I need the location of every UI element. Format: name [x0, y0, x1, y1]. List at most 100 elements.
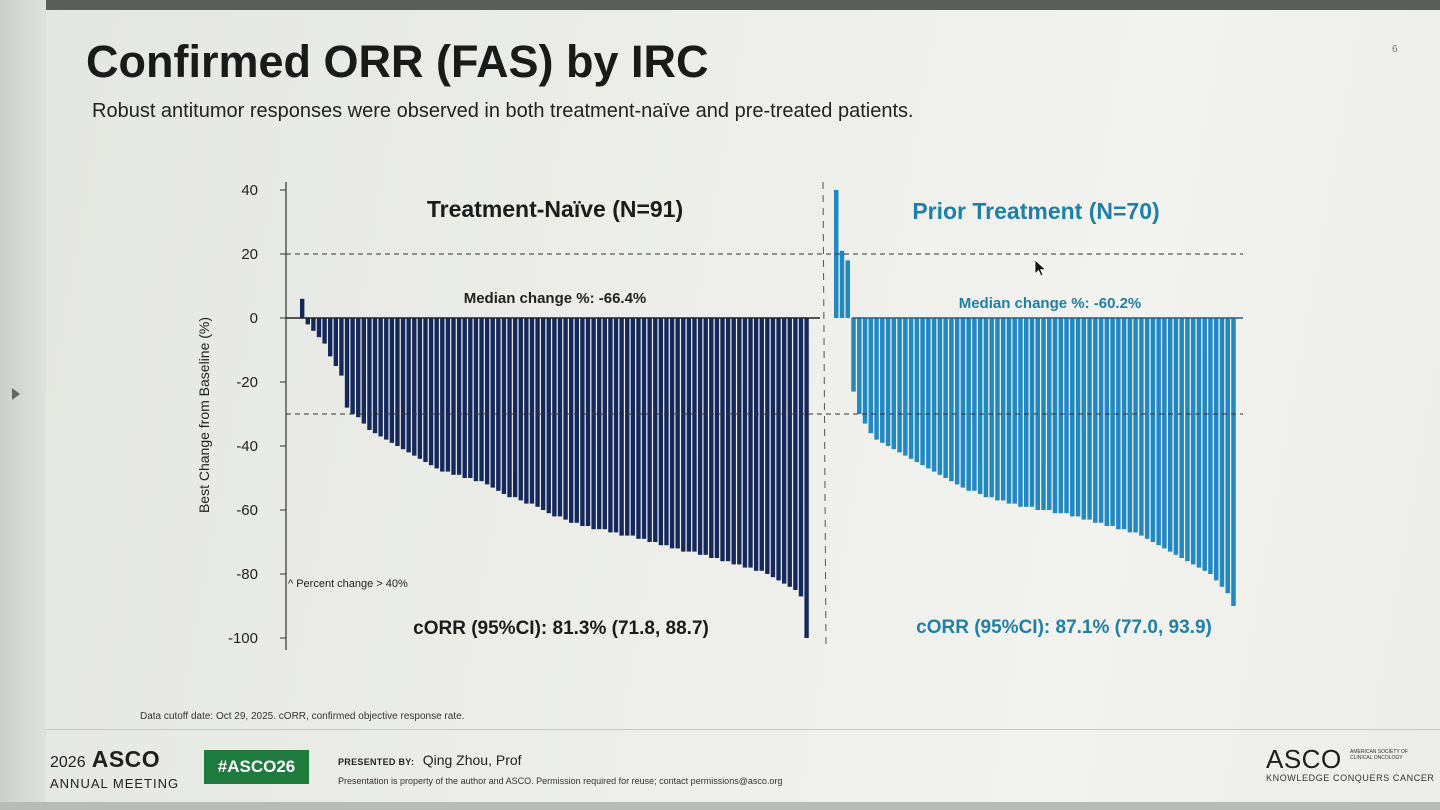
meeting-year: 2026 — [50, 754, 86, 771]
bar-prior — [972, 318, 977, 491]
bar-prior — [1018, 318, 1023, 507]
bar-naive — [697, 318, 703, 555]
bar-naive — [731, 318, 736, 565]
bar-naive — [490, 318, 495, 488]
bar-naive — [406, 318, 411, 453]
bar-prior — [880, 318, 885, 443]
bar-naive — [563, 318, 568, 520]
bar-naive — [686, 318, 692, 552]
bar-naive — [781, 318, 787, 584]
y-axis-label: Best Change from Baseline (%) — [196, 317, 212, 513]
bar-naive — [720, 318, 725, 562]
bar-naive — [468, 318, 473, 478]
bar-naive — [585, 318, 591, 526]
bar-naive — [703, 318, 708, 555]
footnote: Data cutoff date: Oct 29, 2025. cORR, co… — [140, 711, 465, 722]
bar-naive — [361, 318, 367, 424]
y-tick-label: 20 — [241, 246, 258, 263]
median-label-naive: Median change %: -66.4% — [464, 290, 647, 307]
bar-naive — [339, 318, 344, 376]
y-tick-label: -60 — [236, 502, 258, 519]
bar-prior — [1047, 318, 1052, 510]
bar-prior — [862, 318, 868, 424]
bar-prior — [1087, 318, 1092, 520]
bar-naive — [316, 318, 322, 338]
bar-prior — [908, 318, 914, 459]
slide-nav-arrow-icon[interactable] — [12, 388, 20, 400]
bar-naive — [524, 318, 529, 504]
hashtag-badge: #ASCO26 — [204, 750, 309, 784]
bar-naive — [507, 318, 512, 498]
bar-naive — [653, 318, 658, 542]
bar-naive — [608, 318, 613, 533]
bar-naive — [445, 318, 451, 472]
bar-naive — [372, 318, 378, 434]
presenter-name: Qing Zhou, Prof — [422, 752, 522, 768]
bar-prior — [931, 318, 937, 472]
bar-prior — [943, 318, 948, 478]
bar-prior — [1000, 318, 1006, 501]
bar-prior — [1121, 318, 1127, 530]
bar-naive — [328, 318, 333, 357]
bar-naive — [546, 318, 551, 514]
bar-prior — [1208, 318, 1213, 574]
bar-naive — [793, 318, 798, 590]
bar-prior — [1075, 318, 1081, 517]
bar-naive — [681, 318, 686, 552]
bar-naive — [669, 318, 675, 549]
bar-prior — [1104, 318, 1110, 526]
bar-prior — [1167, 318, 1173, 552]
bar-naive — [479, 318, 484, 482]
bar-naive — [597, 318, 602, 530]
bar-prior — [1196, 318, 1202, 568]
bar-prior — [1190, 318, 1196, 565]
bar-prior — [1058, 318, 1064, 514]
bar-naive — [658, 318, 664, 546]
bar-prior — [1156, 318, 1161, 546]
bar-naive — [804, 318, 809, 638]
bar-prior — [949, 318, 954, 482]
bar-naive — [512, 318, 518, 498]
bar-naive — [300, 298, 305, 318]
bar-prior — [857, 318, 862, 414]
bar-naive — [540, 318, 546, 510]
bar-prior — [920, 318, 925, 466]
presented-by-label: PRESENTED BY: — [338, 757, 415, 767]
bar-naive — [311, 318, 316, 331]
bar-naive — [692, 318, 697, 552]
bar-naive — [641, 318, 647, 539]
bar-naive — [451, 318, 456, 475]
bar-prior — [1070, 318, 1075, 517]
bar-prior — [1219, 318, 1225, 587]
panel-title-naive: Treatment-Naïve (N=91) — [427, 196, 683, 222]
bar-naive — [602, 318, 608, 530]
bar-prior — [995, 318, 1000, 501]
bar-naive — [367, 318, 372, 430]
bar-prior — [914, 318, 920, 462]
median-label-prior: Median change %: -60.2% — [959, 295, 1142, 312]
presenter-block: PRESENTED BY: Qing Zhou, Prof Presentati… — [338, 752, 782, 786]
meeting-logo: 2026 ASCO ANNUAL MEETING — [50, 748, 179, 792]
asco-logo-text: ASCO — [1266, 744, 1342, 774]
chart-annotation: ^ Percent change > 40% — [288, 578, 408, 590]
bar-prior — [1093, 318, 1098, 523]
bar-prior — [891, 318, 897, 450]
bar-naive — [428, 318, 434, 466]
corr-label-prior: cORR (95%CI): 87.1% (77.0, 93.9) — [916, 617, 1212, 638]
bar-naive — [417, 318, 423, 459]
bar-naive — [580, 318, 585, 526]
bar-prior — [1231, 318, 1236, 606]
bar-prior — [1127, 318, 1133, 533]
bar-naive — [625, 318, 630, 536]
footer-divider — [46, 729, 1440, 730]
bar-naive — [753, 318, 759, 571]
bar-naive — [619, 318, 624, 536]
bar-prior — [1098, 318, 1104, 523]
panel-title-prior: Prior Treatment (N=70) — [912, 198, 1159, 224]
bar-naive — [322, 318, 327, 344]
bar-prior — [960, 318, 966, 488]
bar-naive — [423, 318, 428, 462]
y-tick-label: -40 — [236, 438, 258, 455]
bar-naive — [770, 318, 776, 578]
y-tick-label: 0 — [250, 310, 258, 327]
